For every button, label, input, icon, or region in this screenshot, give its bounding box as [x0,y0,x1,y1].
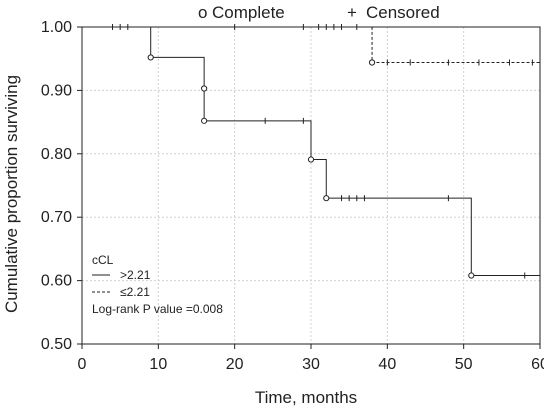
series-1 [82,26,541,279]
top-legend: o Complete + Censored [198,3,440,22]
legend-complete-symbol: o [198,3,207,22]
series-line [82,26,540,64]
inner-legend-entry-2: ≤2.21 [120,285,150,299]
event-marker [307,156,315,163]
inner-legend-entry-1: >2.21 [120,268,151,282]
y-tick-label: 0.90 [41,82,72,99]
x-tick-label: 10 [149,356,167,373]
y-tick-label: 1.00 [41,19,72,36]
x-tick-label: 20 [226,356,244,373]
event-marker [468,272,475,279]
event-marker [368,59,376,66]
series-layer [82,24,541,279]
inner-legend-note: Log-rank P value =0.008 [92,302,223,316]
event-marker [147,54,154,61]
axis-ticks: 0 10 20 30 40 50 60 0.50 0.60 0.70 0.80 0.90 1.00 [41,19,544,373]
y-tick-label: 0.60 [41,273,72,290]
inner-legend-title: cCL [92,253,114,267]
event-marker [323,195,330,202]
legend-complete-label: Complete [212,3,285,22]
x-tick-label: 60 [531,356,544,373]
y-axis-title: Cumulative proportion surviving [2,75,21,313]
x-tick-label: 0 [78,356,87,373]
x-tick-label: 50 [455,356,473,373]
x-tick-label: 40 [378,356,396,373]
event-marker [201,117,208,124]
x-axis-title: Time, months [255,388,357,407]
y-tick-label: 0.70 [41,209,72,226]
event-marker [201,85,208,92]
legend-censored-symbol: + [347,3,357,22]
inner-legend: cCL >2.21 ≤2.21 Log-rank P value =0.008 [92,253,223,316]
series-2 [82,24,541,66]
legend-censored-label: Censored [366,3,440,22]
x-tick-label: 30 [302,356,320,373]
y-tick-label: 0.50 [41,336,72,353]
y-tick-label: 0.80 [41,146,72,163]
grid-lines [81,26,541,345]
